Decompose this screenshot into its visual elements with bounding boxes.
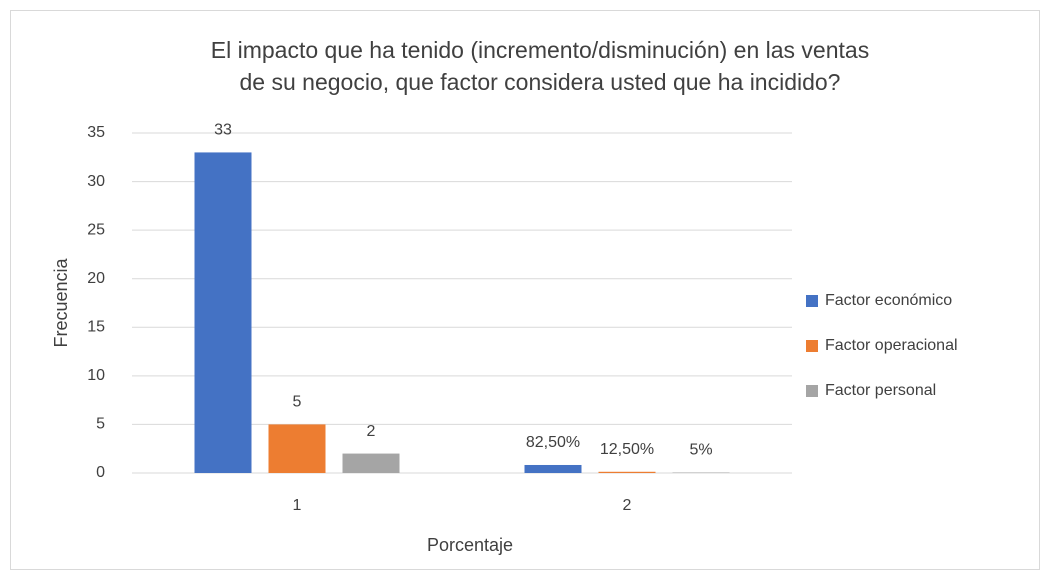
x-axis-title: Porcentaje — [427, 535, 513, 555]
legend-swatch — [806, 295, 818, 307]
bar — [342, 453, 400, 473]
legend-swatch — [806, 340, 818, 352]
legend-label: Factor económico — [825, 292, 952, 309]
chart-title: El impacto que ha tenido (incremento/dis… — [211, 37, 869, 63]
bar — [268, 424, 326, 473]
y-tick-label: 0 — [96, 464, 105, 481]
legend-swatch — [806, 385, 818, 397]
value-label: 5 — [293, 394, 302, 411]
value-label: 82,50% — [526, 434, 580, 451]
y-tick-label: 15 — [87, 319, 105, 336]
value-label: 33 — [214, 122, 232, 139]
bar — [598, 471, 656, 473]
value-label: 5% — [689, 442, 712, 459]
value-label: 12,50% — [600, 441, 654, 458]
value-label: 2 — [367, 423, 376, 440]
y-tick-label: 10 — [87, 367, 105, 384]
x-tick-label: 1 — [293, 497, 302, 514]
y-tick-label: 35 — [87, 124, 105, 141]
y-tick-label: 20 — [87, 270, 105, 287]
chart-border — [10, 10, 1040, 570]
legend-label: Factor personal — [825, 382, 936, 399]
y-axis-title: Frecuencia — [51, 257, 71, 347]
y-tick-label: 25 — [87, 221, 105, 238]
y-tick-label: 30 — [87, 173, 105, 190]
legend-label: Factor operacional — [825, 337, 958, 354]
x-tick-label: 2 — [623, 497, 632, 514]
y-tick-label: 5 — [96, 416, 105, 433]
bar — [524, 464, 582, 473]
chart-title: de su negocio, que factor considera uste… — [240, 69, 841, 95]
bar — [194, 152, 252, 473]
